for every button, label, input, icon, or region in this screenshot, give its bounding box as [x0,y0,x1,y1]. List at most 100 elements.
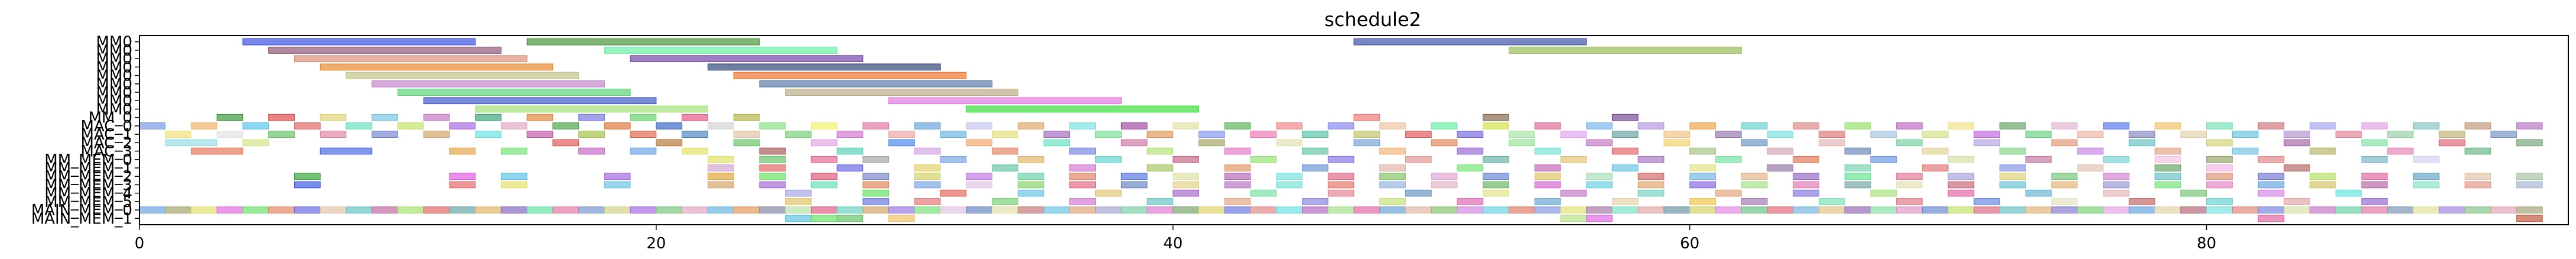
gantt-bar [1379,122,1406,130]
gantt-bar [2464,206,2492,213]
gantt-bar [630,131,657,138]
gantt-bar [1689,198,1716,205]
gantt-bar [2258,215,2285,222]
gantt-bar [1457,164,1484,171]
gantt-bar [785,198,812,205]
gantt-bar [1793,156,1819,163]
y-tick-label: MM_MEM_1 [44,160,132,177]
gantt-bar [604,122,631,130]
gantt-bar [2103,156,2129,163]
gantt-bar [836,164,864,171]
gantt-bar [1767,147,1794,155]
gantt-bar [1560,206,1587,213]
gantt-bar [1379,206,1406,213]
gantt-bar [1457,147,1484,155]
gantt-bar [810,139,838,147]
gantt-bar [1457,131,1484,138]
gantt-bar [1147,164,1174,171]
gantt-bar [707,164,734,171]
gantt-bar [759,164,786,171]
gantt-bar [1069,198,1096,205]
gantt-bar [242,122,269,130]
plot-frame [139,35,2569,225]
y-tick-label: MM0 [96,101,132,118]
gantt-bar [1922,131,1949,138]
gantt-bar [1534,164,1561,171]
y-tick-label: MM0 [96,42,132,60]
gantt-bar [1741,173,1768,180]
gantt-bar [1173,122,1200,130]
gantt-bar [242,38,476,46]
y-tick-label: MM_0 [89,109,132,127]
gantt-bar [656,122,683,130]
gantt-bar [1017,156,1044,163]
gantt-bar [1069,147,1096,155]
gantt-bar [1741,198,1768,205]
gantt-bar [759,122,786,130]
gantt-bar [1637,122,1665,130]
bars-layer [139,38,2543,222]
gantt-bar [1896,206,1923,213]
gantt-bar [682,206,708,213]
gantt-bar [1121,139,1148,147]
gantt-bar [1534,173,1561,180]
gantt-bar [1069,164,1096,171]
gantt-bar [1741,122,1768,130]
gantt-bar [992,131,1018,138]
gantt-bar [2387,147,2414,155]
gantt-bar [656,206,683,213]
gantt-bar [2310,122,2336,130]
gantt-bar [1147,147,1174,155]
gantt-bar [578,131,605,138]
gantt-bar [1431,173,1458,180]
gantt-bar [1121,181,1148,189]
gantt-bar [682,114,708,121]
gantt-bar [1741,181,1768,189]
gantt-bar [1844,122,1871,130]
gantt-bar [604,206,631,213]
gantt-bar [552,139,579,147]
gantt-bar [810,181,838,189]
gantt-bar [1715,156,1742,163]
gantt-bar [2051,181,2078,189]
gantt-bar [862,198,890,205]
gantt-bar [1896,181,1923,189]
gantt-bar [992,198,1018,205]
gantt-bar [1586,215,1613,222]
gantt-bar [682,131,708,138]
gantt-bar [475,131,501,138]
gantt-bar [2310,206,2336,213]
gantt-bar [294,206,321,213]
gantt-bar [733,131,760,138]
gantt-bar [1483,189,1509,197]
gantt-bar [1948,181,1975,189]
gantt-bar [2413,181,2440,189]
gantt-bar [320,114,347,121]
gantt-bar [2103,189,2129,197]
gantt-bar [914,198,941,205]
y-tick-label: MM0 [96,50,132,68]
gantt-bar [2103,122,2129,130]
y-tick-label: MAIN_MEM_0 [31,202,132,219]
gantt-bar [1948,122,1975,130]
gantt-bar [2361,198,2388,205]
gantt-bar [423,206,450,213]
gantt-bar [449,122,476,130]
gantt-bar [1844,173,1871,180]
gantt-bar [1043,206,1070,213]
gantt-bar [1224,147,1251,155]
gantt-bar [785,89,1018,96]
gantt-bar [862,189,890,197]
gantt-bar [759,181,786,189]
gantt-bar [268,206,295,213]
gantt-bar [1509,139,1535,147]
gantt-bar [2516,215,2543,222]
gantt-bar [423,114,450,121]
gantt-bar [1405,156,1432,163]
gantt-bar [1767,131,1794,138]
gantt-bar [1069,181,1096,189]
gantt-bar [320,63,553,71]
gantt-bar [630,147,657,155]
gantt-bar [862,206,890,213]
